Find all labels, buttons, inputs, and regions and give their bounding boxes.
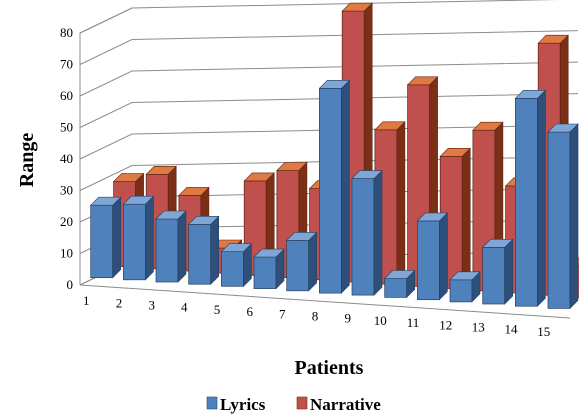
x-category-label: 7 (279, 306, 286, 321)
lyrics-bar-side (537, 89, 546, 307)
narrative-bar-top (276, 162, 308, 171)
lyrics-bar-side (373, 169, 383, 296)
narrative-bar-top (374, 121, 406, 131)
y-tick-label: 80 (60, 25, 73, 40)
narrative-bar-side (396, 121, 406, 285)
lyrics-bar (221, 251, 244, 287)
lyrics-bar (155, 218, 179, 283)
x-category-label: 14 (505, 322, 519, 337)
lyrics-bar-top (351, 170, 383, 179)
x-category-label: 4 (181, 300, 188, 315)
x-category-label: 8 (312, 309, 319, 324)
lyrics-bar-top (122, 195, 155, 205)
x-category-label: 11 (407, 315, 420, 330)
lyrics-bar (515, 97, 538, 307)
legend: Lyrics Narrative (206, 395, 381, 414)
x-category-label: 2 (116, 295, 123, 310)
gridline-80 (79, 0, 558, 34)
y-tick-label: 30 (60, 183, 73, 198)
lyrics-bar (547, 131, 571, 309)
x-category-label: 5 (214, 302, 221, 317)
lyrics-bar-top (285, 232, 318, 241)
lyrics-bar-side (177, 210, 187, 283)
legend-swatch-lyrics (206, 396, 218, 410)
y-tick-label: 10 (60, 246, 73, 261)
y-axis-ticks: 0 10 20 30 40 50 60 70 80 (60, 25, 73, 292)
narrative-bar-top (439, 148, 471, 157)
y-tick-label: 20 (60, 214, 73, 229)
narrative-bar-top (178, 187, 210, 196)
legend-label-narrative: Narrative (310, 395, 381, 414)
lyrics-bar (188, 223, 212, 285)
gridline-70 (79, 30, 579, 65)
lyrics-bar (351, 178, 375, 296)
narrative-bar-top (341, 2, 373, 12)
x-category-label: 9 (344, 311, 351, 326)
narrative-bar-top (112, 173, 145, 182)
x-category-label: 15 (537, 324, 550, 339)
lyrics-bar (384, 278, 408, 298)
lyrics-bar-top (89, 196, 122, 206)
lyrics-bar-top (187, 216, 220, 225)
narrative-bar-top (537, 34, 569, 44)
legend-swatch-narrative (296, 396, 308, 410)
narrative-bar-top (406, 76, 439, 86)
lyrics-bar (319, 87, 342, 294)
x-category-label: 6 (246, 304, 253, 319)
floor-front-edge (79, 284, 571, 319)
lyrics-bar-top (547, 123, 579, 133)
lyrics-bar (417, 220, 440, 301)
lyrics-bar-top (318, 80, 351, 89)
x-category-label: 3 (148, 298, 155, 313)
lyrics-bar-side (308, 231, 318, 292)
x-category-label: 13 (472, 320, 485, 335)
lyrics-bar-side (145, 195, 154, 281)
x-category-label: 12 (439, 317, 452, 332)
y-tick-label: 50 (60, 120, 73, 135)
lyrics-bar-top (220, 243, 253, 252)
y-tick-label: 70 (60, 57, 73, 72)
y-tick-label: 60 (60, 88, 73, 103)
lyrics-bar (123, 203, 146, 281)
gridline-60 (79, 61, 579, 97)
narrative-bar-top (145, 166, 177, 175)
lyrics-bar-top (383, 270, 416, 279)
lyrics-bar-side (439, 212, 448, 301)
legend-label-lyrics: Lyrics (220, 395, 266, 414)
lyrics-bars (89, 79, 579, 310)
lyrics-bar-side (504, 238, 514, 305)
lyrics-bar-side (210, 215, 219, 285)
lyrics-bar (253, 256, 277, 289)
x-axis-categories: 1 2 3 4 5 6 7 8 9 10 11 12 13 14 15 (83, 293, 550, 339)
lyrics-bar-top (253, 248, 285, 258)
lyrics-bar (449, 279, 473, 303)
lyrics-bar (286, 240, 310, 292)
y-tick-label: 0 (67, 277, 74, 292)
lyrics-bar-top (449, 271, 481, 281)
lyrics-bar-side (341, 79, 350, 294)
x-axis-title: Patients (295, 357, 364, 379)
lyrics-bar-top (416, 212, 449, 222)
narrative-bar-top (243, 172, 275, 182)
lyrics-bar-side (112, 196, 121, 279)
narrative-bar-side (461, 147, 471, 290)
lyrics-bar-top (155, 210, 187, 220)
lyrics-bar-top (514, 90, 547, 99)
lyrics-bar (90, 204, 114, 279)
y-axis-title: Range (16, 133, 38, 188)
lyrics-bar (482, 246, 506, 305)
lyrics-bar-side (569, 123, 579, 310)
x-category-label: 1 (83, 293, 90, 308)
y-tick-label: 40 (60, 151, 73, 166)
narrative-bar-top (472, 121, 504, 131)
lyrics-bar-top (481, 239, 514, 248)
x-category-label: 10 (374, 313, 387, 328)
